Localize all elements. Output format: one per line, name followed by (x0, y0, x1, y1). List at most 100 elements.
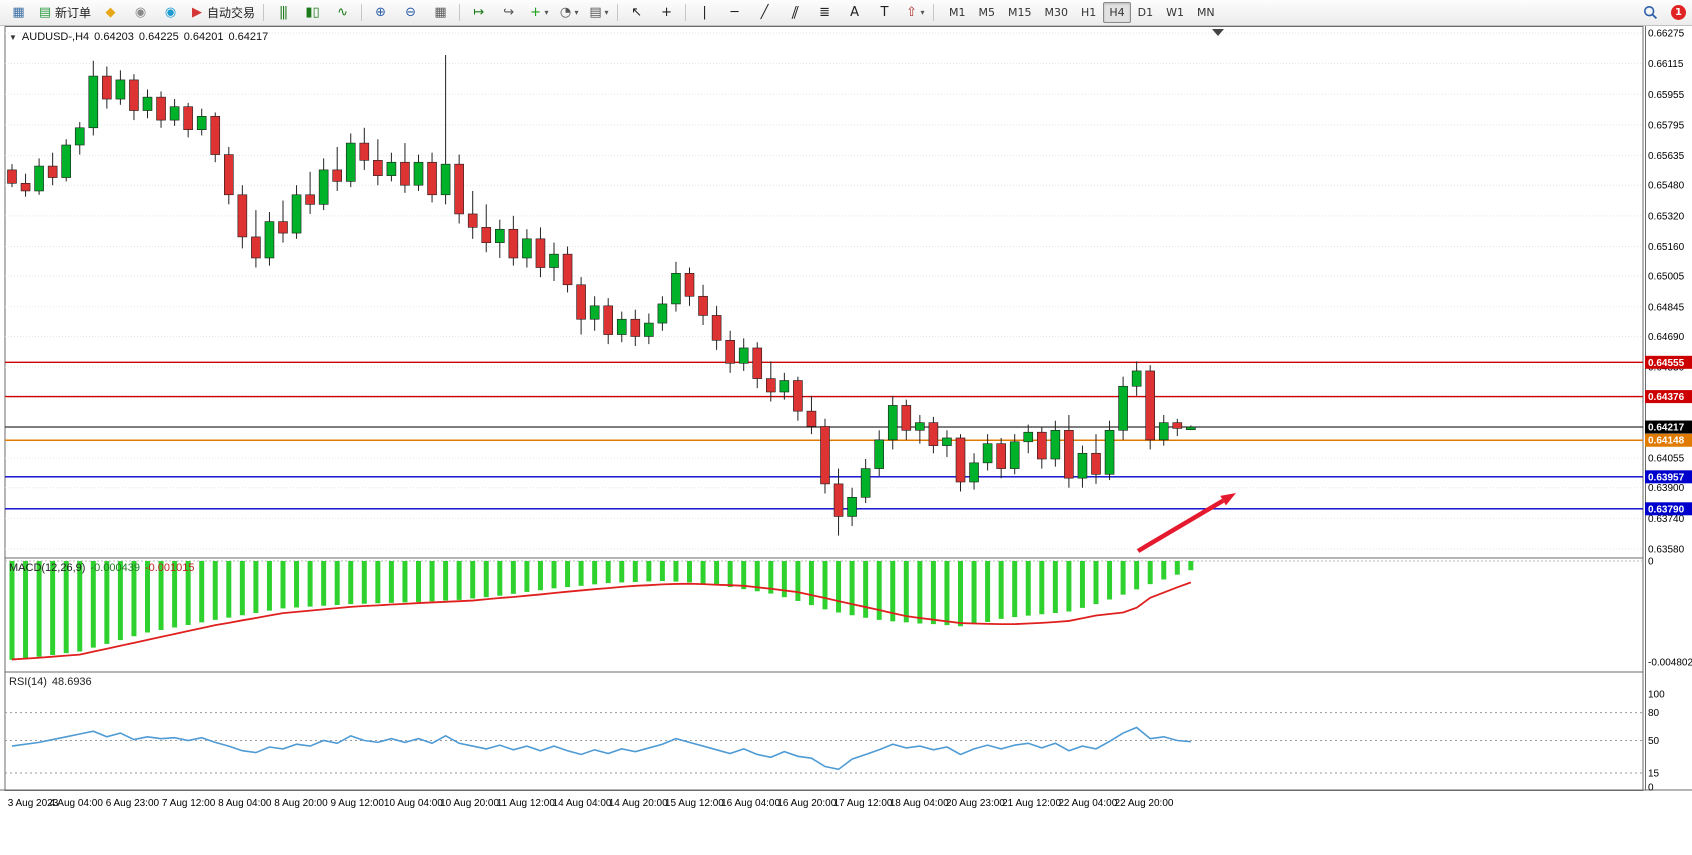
timeframe-m1-button[interactable]: M1 (949, 6, 966, 19)
chart-shift-button[interactable]: ↪ (494, 1, 523, 24)
svg-text:16 Aug 04:00: 16 Aug 04:00 (721, 798, 780, 809)
timeframe-h1-button[interactable]: H1 (1081, 6, 1097, 19)
channel-button[interactable]: ∥ (780, 1, 809, 24)
chart-window: 0.66275 0.66115 0.65955 0.65795 0.65635 0.654… (0, 26, 1692, 855)
candle-body (373, 160, 383, 176)
fibonacci-button[interactable]: ≣ (810, 1, 839, 24)
vertical-line-button[interactable]: | (690, 1, 719, 24)
timeframe-m5-button[interactable]: M5 (978, 6, 996, 19)
svg-text:11 Aug 12:00: 11 Aug 12:00 (497, 798, 556, 809)
candle-body (74, 127, 85, 146)
new-chart-icon: ▦ (12, 4, 25, 20)
auto-trading-button[interactable]: ▶ 自动交易 (186, 1, 259, 24)
auto-trading-label: 自动交易 (207, 6, 256, 20)
chart-shift-marker-icon[interactable] (1212, 29, 1224, 36)
candle-body (7, 169, 17, 184)
macd-label: MACD(12,26,9) -0.000439 -0.001015 (9, 562, 195, 574)
rsi-pane (5, 712, 1643, 774)
candle-body (210, 115, 221, 155)
svg-text:0.64376: 0.64376 (1648, 392, 1685, 403)
templates-button[interactable]: ▤ ▾ (584, 1, 613, 24)
candle-body (901, 405, 912, 431)
periods-button[interactable]: ◔ ▾ (554, 1, 583, 24)
new-chart-button[interactable]: ▦ (4, 1, 33, 24)
candle-body (467, 213, 478, 228)
candle-body (589, 305, 600, 320)
candle-body (847, 497, 857, 517)
candle-body (305, 194, 315, 205)
notification-badge[interactable]: 1 (1671, 5, 1686, 20)
timeframe-m15-button[interactable]: M15 (1008, 6, 1032, 19)
svg-text:0.65955: 0.65955 (1648, 90, 1685, 101)
templates-icon: ▤ (589, 4, 602, 20)
zoom-out-icon: ⊖ (405, 4, 416, 20)
crosshair-button[interactable]: + (652, 1, 681, 24)
depth-of-market-button[interactable]: ◉ (126, 1, 155, 24)
svg-text:10 Aug 04:00: 10 Aug 04:00 (384, 798, 443, 809)
arrows-button[interactable]: ⇧ ▾ (900, 1, 929, 24)
zoom-out-button[interactable]: ⊖ (396, 1, 425, 24)
line-chart-button[interactable]: ∿ (328, 1, 357, 24)
candle-body (887, 405, 898, 441)
candle-body (291, 194, 302, 234)
price-tag (1645, 470, 1692, 484)
candle-body (793, 380, 803, 412)
tile-windows-button[interactable]: ▦ (426, 1, 455, 24)
candle-body (359, 142, 370, 161)
candle-body (765, 378, 776, 393)
price-tags: 0.64555 0.64376 0.64148 0.63957 0.63790 0.642… (1645, 355, 1692, 516)
macd-main-value: -0.000439 (90, 562, 140, 574)
chart-canvas[interactable]: 0.66275 0.66115 0.65955 0.65795 0.65635 0.654… (0, 26, 1692, 855)
svg-text:0.65005: 0.65005 (1648, 272, 1685, 283)
new-order-button[interactable]: ▤ 新订单 (34, 1, 95, 24)
candle-body (698, 295, 708, 316)
candle-body (1064, 429, 1074, 479)
candle-body (915, 422, 925, 431)
search-button[interactable] (1636, 1, 1665, 24)
toolbar: ▦ ▤ 新订单 ◆ ◉ ◉ ▶ 自动交易 ||| ▮▯ ∿ ⊕ ⊖ ▦ ↦ ↪ + ▾ ◔ ▾ ▤ ▾ ↖ + | ─ ╱ ∥ ≣ A T ⇧… (0, 0, 1692, 26)
svg-text:-0.004802: -0.004802 (1648, 658, 1692, 669)
chevron-down-icon: ▾ (544, 8, 549, 17)
symbol-dropdown-icon[interactable]: ▼ (9, 32, 17, 42)
bar-chart-button[interactable]: ||| (268, 1, 297, 24)
zoom-in-button[interactable]: ⊕ (366, 1, 395, 24)
timeframe-h4-button[interactable]: H4 (1103, 2, 1131, 23)
svg-text:0.65635: 0.65635 (1648, 151, 1685, 162)
candle-body (169, 106, 180, 121)
text-button[interactable]: A (840, 1, 869, 24)
candle-body (752, 347, 763, 379)
candle-body (251, 236, 261, 259)
svg-text:18 Aug 04:00: 18 Aug 04:00 (890, 798, 949, 809)
horizontal-line-icon: ─ (730, 4, 739, 20)
rsi-value: 48.6936 (51, 676, 92, 688)
indicators-button[interactable]: + ▾ (524, 1, 553, 24)
candle-chart-button[interactable]: ▮▯ (298, 1, 327, 24)
candle-body (833, 483, 844, 517)
trendline-button[interactable]: ╱ (750, 1, 779, 24)
timeframe-mn-button[interactable]: MN (1196, 6, 1215, 19)
candle-body (942, 437, 952, 446)
svg-text:21 Aug 12:00: 21 Aug 12:00 (1002, 798, 1061, 809)
metaeditor-button[interactable]: ◆ (96, 1, 125, 24)
svg-text:0.63740: 0.63740 (1648, 514, 1685, 525)
auto-scroll-button[interactable]: ↦ (464, 1, 493, 24)
svg-text:0.63580: 0.63580 (1648, 545, 1685, 556)
svg-text:20 Aug 23:00: 20 Aug 23:00 (946, 798, 1005, 809)
candle-body (562, 253, 573, 286)
svg-text:15 Aug 12:00: 15 Aug 12:00 (665, 798, 724, 809)
price-axis[interactable]: 0.66275 0.66115 0.65955 0.65795 0.65635 0.654… (1648, 29, 1692, 794)
svg-text:14 Aug 20:00: 14 Aug 20:00 (609, 798, 668, 809)
community-button[interactable]: ◉ (156, 1, 185, 24)
timeframe-w1-button[interactable]: W1 (1166, 6, 1184, 19)
timeframe-m30-button[interactable]: M30 (1044, 6, 1069, 19)
cursor-button[interactable]: ↖ (622, 1, 651, 24)
svg-text:4 Aug 04:00: 4 Aug 04:00 (50, 798, 104, 809)
text-label-button[interactable]: T (870, 1, 899, 24)
timeframe-d1-button[interactable]: D1 (1137, 6, 1154, 19)
horizontal-line-button[interactable]: ─ (720, 1, 749, 24)
toolbar-separator (617, 4, 619, 21)
trend-arrow-annotation[interactable] (1136, 493, 1236, 553)
bar-chart-icon: ||| (278, 4, 288, 20)
